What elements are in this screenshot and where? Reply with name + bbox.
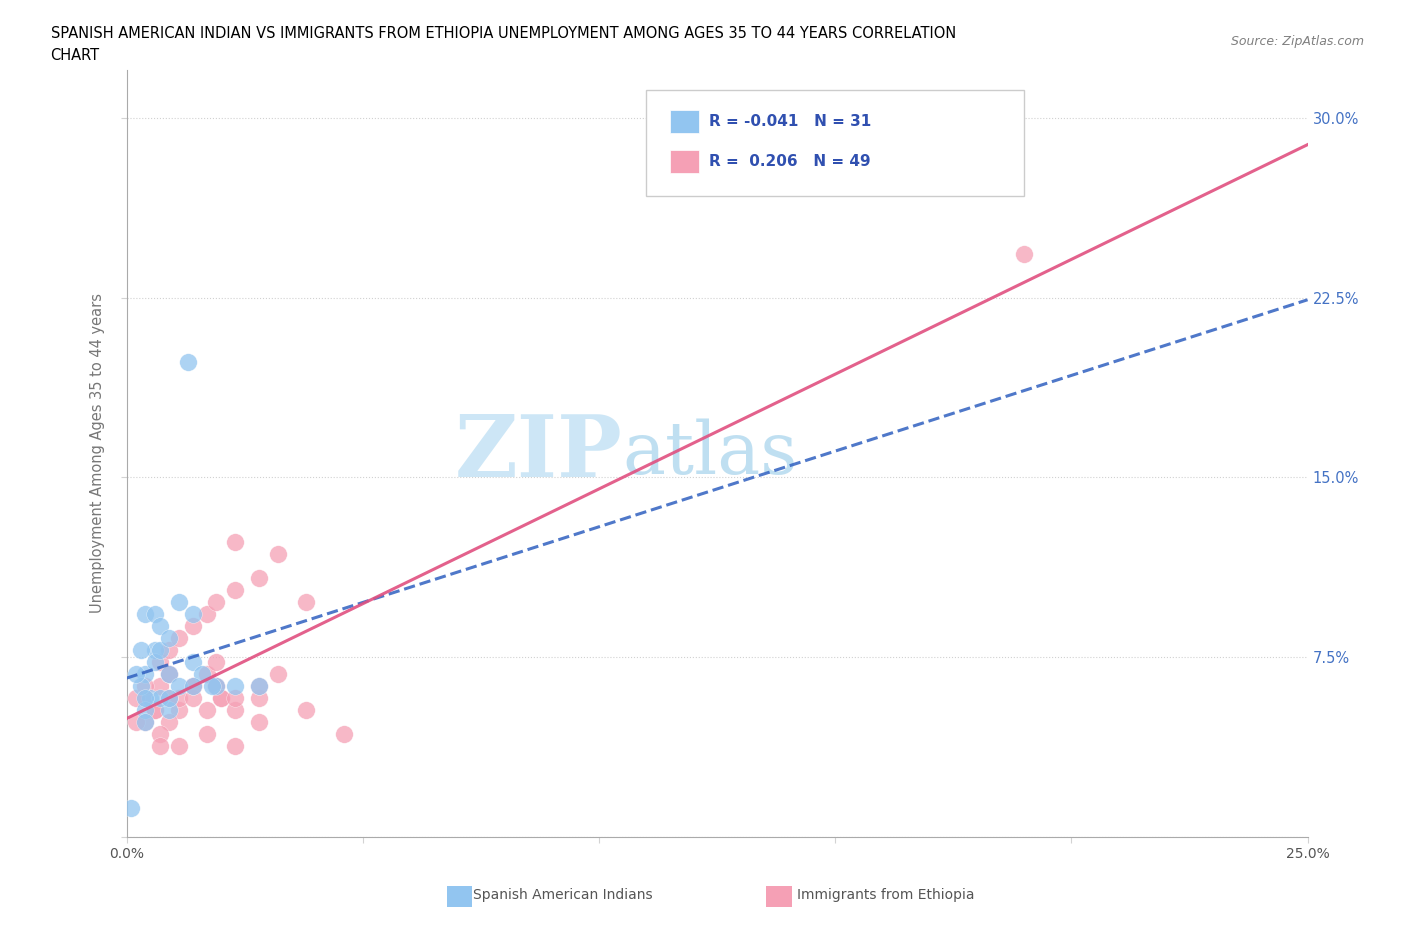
Point [157, 702, 180, 717]
FancyBboxPatch shape [669, 110, 699, 133]
Point [129, 679, 152, 694]
Point [149, 738, 172, 753]
Point [224, 702, 246, 717]
Point [157, 643, 180, 658]
Point [181, 679, 204, 694]
Point [157, 667, 180, 682]
Point [167, 738, 190, 753]
Point [149, 618, 172, 633]
Point [157, 714, 180, 729]
Text: Immigrants from Ethiopia: Immigrants from Ethiopia [797, 887, 974, 902]
Point [167, 631, 190, 645]
Point [247, 714, 270, 729]
Point [157, 667, 180, 682]
Point [181, 690, 204, 705]
Point [134, 690, 156, 705]
Point [181, 679, 204, 694]
Point [191, 667, 214, 682]
Point [209, 690, 232, 705]
Point [149, 726, 172, 741]
Point [120, 801, 142, 816]
Point [134, 714, 156, 729]
Point [224, 535, 246, 550]
Text: ZIP: ZIP [454, 411, 623, 496]
Point [157, 631, 180, 645]
Point [167, 594, 190, 609]
Point [205, 679, 228, 694]
Point [247, 679, 270, 694]
Point [139, 690, 162, 705]
Text: Spanish American Indians: Spanish American Indians [472, 887, 652, 902]
Point [157, 690, 180, 705]
Point [1012, 247, 1035, 262]
Point [205, 679, 228, 694]
Point [149, 655, 172, 670]
Point [267, 547, 290, 562]
Point [181, 606, 204, 621]
Point [149, 643, 172, 658]
Point [134, 714, 156, 729]
Point [143, 606, 166, 621]
Point [295, 594, 318, 609]
Point [200, 679, 222, 694]
FancyBboxPatch shape [647, 90, 1024, 196]
Point [224, 738, 246, 753]
Point [149, 690, 172, 705]
Text: Source: ZipAtlas.com: Source: ZipAtlas.com [1230, 35, 1364, 48]
Point [149, 679, 172, 694]
Point [195, 726, 218, 741]
Point [195, 606, 218, 621]
Point [125, 714, 148, 729]
Point [167, 690, 190, 705]
Point [247, 679, 270, 694]
Point [205, 655, 228, 670]
Point [125, 667, 148, 682]
FancyBboxPatch shape [669, 151, 699, 173]
Point [157, 667, 180, 682]
Point [181, 655, 204, 670]
Point [143, 643, 166, 658]
Point [181, 679, 204, 694]
Point [224, 582, 246, 597]
Point [134, 702, 156, 717]
Point [181, 618, 204, 633]
Point [205, 594, 228, 609]
Point [134, 679, 156, 694]
Point [157, 690, 180, 705]
Point [134, 667, 156, 682]
Point [267, 667, 290, 682]
Point [295, 702, 318, 717]
Text: R =  0.206   N = 49: R = 0.206 N = 49 [709, 154, 870, 169]
Point [209, 690, 232, 705]
Text: CHART: CHART [51, 48, 100, 63]
Point [224, 690, 246, 705]
Point [247, 571, 270, 586]
Text: SPANISH AMERICAN INDIAN VS IMMIGRANTS FROM ETHIOPIA UNEMPLOYMENT AMONG AGES 35 T: SPANISH AMERICAN INDIAN VS IMMIGRANTS FR… [51, 26, 956, 41]
Text: R = -0.041   N = 31: R = -0.041 N = 31 [709, 113, 872, 128]
Y-axis label: Unemployment Among Ages 35 to 44 years: Unemployment Among Ages 35 to 44 years [90, 293, 105, 614]
Point [195, 667, 218, 682]
Point [224, 679, 246, 694]
Point [205, 679, 228, 694]
Point [143, 702, 166, 717]
Point [333, 726, 356, 741]
Point [143, 702, 166, 717]
Point [177, 355, 200, 370]
Point [247, 690, 270, 705]
Point [134, 606, 156, 621]
Point [134, 690, 156, 705]
Text: atlas: atlas [623, 418, 799, 488]
Point [167, 702, 190, 717]
Point [167, 679, 190, 694]
Point [129, 643, 152, 658]
Point [143, 655, 166, 670]
Point [195, 702, 218, 717]
Point [125, 690, 148, 705]
